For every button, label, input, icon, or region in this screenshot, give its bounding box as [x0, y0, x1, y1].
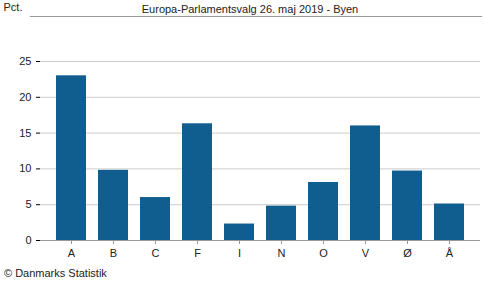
svg-text:15: 15 — [19, 127, 31, 139]
svg-text:25: 25 — [19, 55, 31, 67]
svg-text:V: V — [362, 247, 370, 259]
svg-text:20: 20 — [19, 91, 31, 103]
svg-text:F: F — [194, 247, 201, 259]
svg-text:Pct.: Pct. — [4, 1, 23, 13]
svg-text:I: I — [238, 247, 241, 259]
svg-text:10: 10 — [19, 162, 31, 174]
svg-text:0: 0 — [25, 234, 31, 246]
svg-text:Ø: Ø — [403, 247, 412, 259]
svg-text:A: A — [68, 247, 76, 259]
svg-text:O: O — [319, 247, 328, 259]
svg-text:N: N — [278, 247, 286, 259]
svg-text:Å: Å — [446, 247, 454, 259]
svg-text:B: B — [110, 247, 117, 259]
html-text:Europa-Parlamentsvalg 26. maj: Europa-Parlamentsvalg 26. maj 2019 - Bye… — [141, 3, 359, 15]
html-text:© Danmarks Statistik: © Danmarks Statistik — [4, 267, 107, 279]
svg-text:C: C — [152, 247, 160, 259]
svg-text:5: 5 — [25, 198, 31, 210]
